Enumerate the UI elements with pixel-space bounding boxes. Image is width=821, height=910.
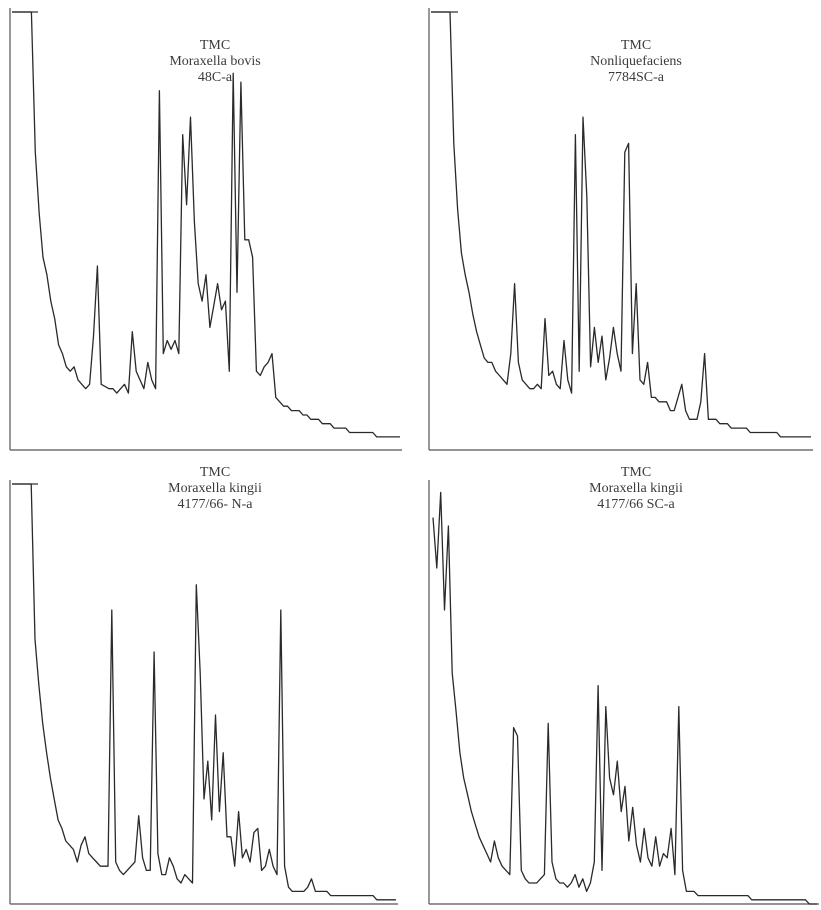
chart-title: TMC Nonliquefaciens 7784SC-a <box>451 38 821 86</box>
title-line-2: Moraxella bovis <box>169 54 261 69</box>
chromatogram-panel-moraxella-kingii-sc: TMC Moraxella kingii 4177/66 SC-a <box>421 460 821 910</box>
chromatogram-plot <box>9 8 402 451</box>
title-line-3: 4177/66 SC-a <box>597 497 675 512</box>
title-line-1: TMC <box>199 465 231 480</box>
chromatogram-plot <box>428 480 819 905</box>
chromatogram-plot <box>428 8 813 451</box>
chromatogram-trace <box>12 483 396 901</box>
chromatogram-plot <box>9 480 398 905</box>
chromatogram-panel-nonliquefaciens: TMC Nonliquefaciens 7784SC-a <box>421 0 821 455</box>
chromatogram-trace <box>432 491 817 905</box>
title-line-3: 48C-a <box>197 70 233 85</box>
title-line-2: Moraxella kingii <box>168 481 262 496</box>
title-line-2: Moraxella kingii <box>589 481 683 496</box>
chromatogram-trace <box>12 11 400 438</box>
chart-title: TMC Moraxella kingii 4177/66 SC-a <box>451 465 821 513</box>
chart-title: TMC Moraxella kingii 4177/66- N-a <box>30 465 400 513</box>
title-line-1: TMC <box>199 38 231 53</box>
chromatogram-panel-moraxella-bovis: TMC Moraxella bovis 48C-a <box>0 0 410 455</box>
title-line-3: 7784SC-a <box>608 70 664 85</box>
title-line-1: TMC <box>620 38 652 53</box>
title-line-3: 4177/66- N-a <box>177 497 253 512</box>
chromatogram-trace <box>431 11 811 438</box>
chromatogram-panel-moraxella-kingii-n: TMC Moraxella kingii 4177/66- N-a <box>0 460 410 910</box>
title-line-2: Nonliquefaciens <box>590 54 682 69</box>
title-line-1: TMC <box>620 465 652 480</box>
chart-title: TMC Moraxella bovis 48C-a <box>30 38 400 86</box>
